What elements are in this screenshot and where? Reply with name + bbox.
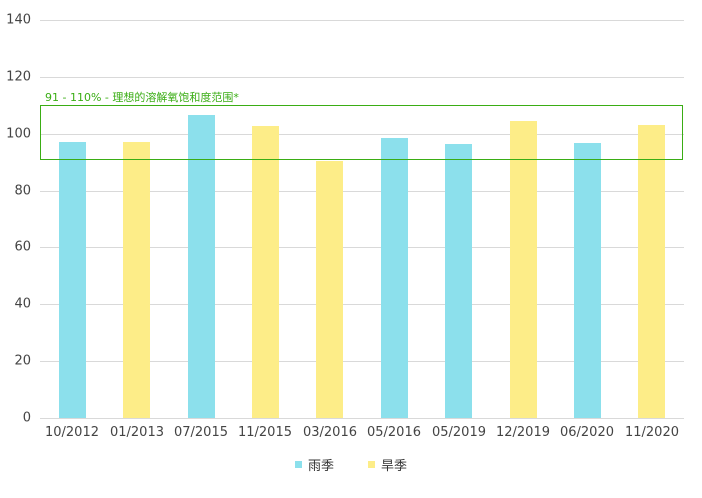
legend-label-rainy: 雨季 bbox=[307, 459, 334, 474]
legend-item-dry[interactable]: 旱季 bbox=[368, 455, 407, 474]
gridline bbox=[40, 77, 684, 78]
legend-label-dry: 旱季 bbox=[381, 459, 408, 474]
bar-05-2016[interactable] bbox=[381, 138, 408, 418]
y-axis-tick-label: 60 bbox=[14, 239, 31, 255]
bar-01-2013[interactable] bbox=[123, 142, 150, 418]
x-axis-tick-label: 10/2012 bbox=[44, 425, 99, 440]
legend-item-rainy[interactable]: 雨季 bbox=[294, 455, 334, 474]
bar-11-2020[interactable] bbox=[638, 125, 665, 418]
bar-10-2012[interactable] bbox=[59, 142, 86, 418]
bar-03-2016[interactable] bbox=[316, 161, 343, 418]
gridline bbox=[40, 191, 684, 192]
legend: 雨季 旱季 bbox=[0, 455, 702, 474]
bar-11-2015[interactable] bbox=[252, 126, 279, 418]
y-axis-tick-label: 140 bbox=[6, 12, 31, 28]
gridline bbox=[40, 247, 684, 248]
x-axis-tick-label: 05/2019 bbox=[431, 425, 486, 440]
x-axis-tick-label: 11/2015 bbox=[237, 425, 292, 440]
y-axis-tick-label: 40 bbox=[14, 296, 31, 312]
ideal-range-box bbox=[40, 105, 683, 160]
x-axis-tick-label: 12/2019 bbox=[495, 425, 550, 440]
x-axis-tick-label: 06/2020 bbox=[559, 425, 614, 440]
gridline bbox=[40, 418, 684, 419]
y-axis-tick-label: 120 bbox=[6, 69, 31, 85]
x-axis-tick-label: 11/2020 bbox=[624, 425, 679, 440]
y-axis-tick-label: 0 bbox=[22, 410, 31, 426]
gridline bbox=[40, 134, 684, 135]
ideal-range-label: 91 - 110% - 理想的溶解氧饱和度范围* bbox=[45, 91, 239, 104]
y-axis-tick-label: 80 bbox=[14, 183, 31, 199]
gridline bbox=[40, 304, 684, 305]
bar-06-2020[interactable] bbox=[574, 143, 601, 418]
gridline bbox=[40, 361, 684, 362]
bar-05-2019[interactable] bbox=[445, 144, 472, 418]
dry-swatch-icon bbox=[368, 461, 375, 468]
gridline bbox=[40, 20, 684, 21]
x-axis-tick-label: 05/2016 bbox=[366, 425, 421, 440]
x-axis-tick-label: 03/2016 bbox=[302, 425, 357, 440]
bar-07-2015[interactable] bbox=[188, 115, 215, 418]
bar-12-2019[interactable] bbox=[510, 121, 537, 418]
y-axis-tick-label: 20 bbox=[14, 353, 31, 369]
rainy-swatch-icon bbox=[294, 461, 302, 468]
y-axis-tick-label: 100 bbox=[6, 126, 31, 142]
x-axis-tick-label: 01/2013 bbox=[109, 425, 164, 440]
x-axis-tick-label: 07/2015 bbox=[173, 425, 228, 440]
